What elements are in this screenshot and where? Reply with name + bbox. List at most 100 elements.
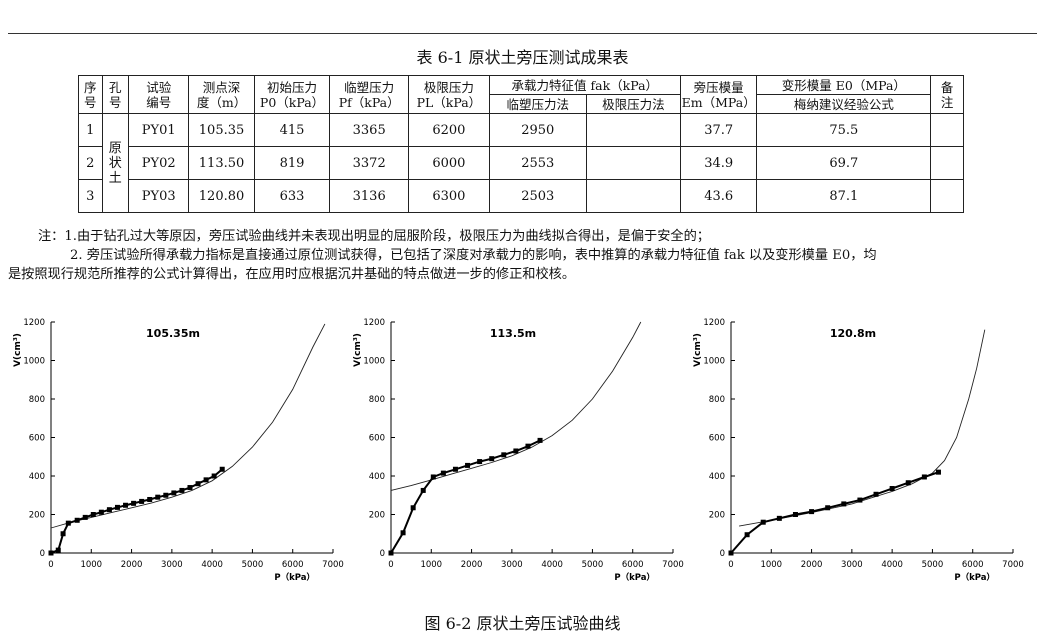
- y-tick-label: 200: [29, 511, 45, 521]
- data-point: [65, 520, 71, 526]
- cell-fak-pl: [585, 179, 681, 213]
- data-point: [98, 509, 104, 515]
- x-tick-label: 0: [48, 560, 53, 570]
- chart-title: 120.8m: [830, 327, 876, 340]
- header-test-id: 试验 编号: [128, 75, 190, 114]
- y-tick-label: 200: [369, 511, 385, 521]
- data-point: [465, 462, 471, 468]
- cell-depth: 120.80: [188, 179, 255, 213]
- data-point: [203, 477, 209, 483]
- data-point: [489, 456, 495, 462]
- x-tick-label: 7000: [1002, 560, 1024, 570]
- data-point: [809, 509, 815, 515]
- data-point: [935, 469, 941, 475]
- data-point: [430, 474, 436, 480]
- data-point: [48, 550, 54, 556]
- cell-pl: 6200: [408, 113, 490, 147]
- header-remark: 备注: [930, 75, 964, 114]
- data-point: [211, 473, 217, 479]
- data-point: [410, 505, 416, 511]
- data-point: [131, 500, 137, 506]
- x-tick-label: 2000: [121, 560, 143, 570]
- cell-remark: [930, 113, 964, 147]
- x-tick-label: 4000: [541, 560, 563, 570]
- x-tick-label: 2000: [801, 560, 823, 570]
- data-point: [60, 531, 66, 537]
- data-point: [792, 512, 798, 517]
- data-point: [525, 443, 531, 449]
- cell-seq: 2: [78, 146, 103, 180]
- x-tick-label: 3000: [501, 560, 523, 570]
- y-tick-label: 0: [40, 549, 45, 559]
- data-point: [921, 474, 927, 480]
- cell-seq: 3: [78, 179, 103, 213]
- cell-p0: 415: [253, 113, 331, 147]
- data-point: [537, 437, 543, 443]
- cell-pf: 3365: [329, 113, 410, 147]
- cell-seq: 1: [78, 113, 103, 147]
- chart-120-8m: 0 200 400 600 800 1000 1200 0 1000 2000 3000 4000 50…: [693, 318, 1024, 583]
- x-tick-label: 1000: [420, 560, 442, 570]
- y-tick-label: 600: [709, 434, 725, 444]
- fit-curve: [390, 321, 642, 491]
- data-point: [82, 514, 88, 520]
- data-point: [760, 519, 766, 525]
- chart-title: 105.35m: [146, 327, 200, 340]
- cell-fak-pf: 2553: [488, 146, 587, 180]
- y-tick-label: 400: [369, 472, 385, 482]
- cell-depth: 105.35: [188, 113, 255, 147]
- x-tick-label: 1000: [80, 560, 102, 570]
- y-tick-label: 1200: [363, 318, 385, 328]
- y-axis-label: V(cm³): [693, 333, 703, 367]
- data-point: [163, 492, 169, 498]
- x-tick-label: 5000: [582, 560, 604, 570]
- data-point: [440, 470, 446, 476]
- data-point: [123, 502, 129, 508]
- cell-id: PY02: [128, 146, 190, 180]
- cell-em: 43.6: [679, 179, 758, 213]
- x-tick-label: 5000: [242, 560, 264, 570]
- x-axis-label: P（kPa）: [274, 572, 315, 583]
- x-tick-label: 7000: [322, 560, 344, 570]
- table-title: 表 6-1 原状土旁压测试成果表: [416, 48, 629, 67]
- table-row: 2 PY02 113.50 819 3372 6000 2553 34.9 69…: [78, 146, 964, 180]
- x-tick-label: 4000: [201, 560, 223, 570]
- table-row: 3 PY03 120.80 633 3136 6300 2503 43.6 87…: [78, 179, 964, 213]
- series-line: [390, 439, 541, 554]
- cell-pf: 3372: [329, 146, 410, 180]
- y-tick-label: 600: [29, 434, 45, 444]
- y-tick-label: 1200: [703, 318, 725, 328]
- x-tick-label: 6000: [962, 560, 984, 570]
- cell-depth: 113.50: [188, 146, 255, 180]
- header-hole: 孔号: [101, 75, 130, 114]
- y-tick-label: 1200: [23, 318, 45, 328]
- cell-id: PY03: [128, 179, 190, 213]
- y-axis-label: V(cm³): [13, 333, 23, 367]
- cell-e0: 69.7: [756, 146, 932, 180]
- data-point: [388, 550, 394, 556]
- y-tick-label: 0: [380, 549, 385, 559]
- chart-113-5m: 0 200 400 600 800 1000 1200 0 1000 2000 3000 4000 50…: [353, 318, 684, 583]
- fit-curve: [50, 323, 326, 529]
- x-tick-label: 5000: [922, 560, 944, 570]
- header-e0-method: 梅纳建议经验公式: [756, 94, 932, 114]
- cell-fak-pf: 2503: [488, 179, 587, 213]
- data-point: [452, 466, 458, 472]
- cell-id: PY01: [128, 113, 190, 147]
- data-point: [744, 532, 750, 538]
- data-point: [841, 501, 847, 507]
- data-point: [55, 547, 61, 553]
- cell-e0: 87.1: [756, 179, 932, 213]
- y-tick-label: 800: [709, 395, 725, 405]
- y-tick-label: 200: [709, 511, 725, 521]
- data-point: [728, 550, 734, 556]
- y-tick-label: 1000: [363, 357, 385, 367]
- header-depth: 测点深 度（m）: [188, 75, 255, 114]
- header-p0: 初始压力 P0（kPa）: [253, 75, 331, 114]
- data-point: [501, 452, 507, 458]
- data-point: [857, 497, 863, 503]
- data-point: [195, 481, 201, 487]
- y-tick-label: 0: [720, 549, 725, 559]
- data-point: [873, 491, 879, 497]
- header-em: 旁压模量 Em（MPa）: [679, 75, 758, 114]
